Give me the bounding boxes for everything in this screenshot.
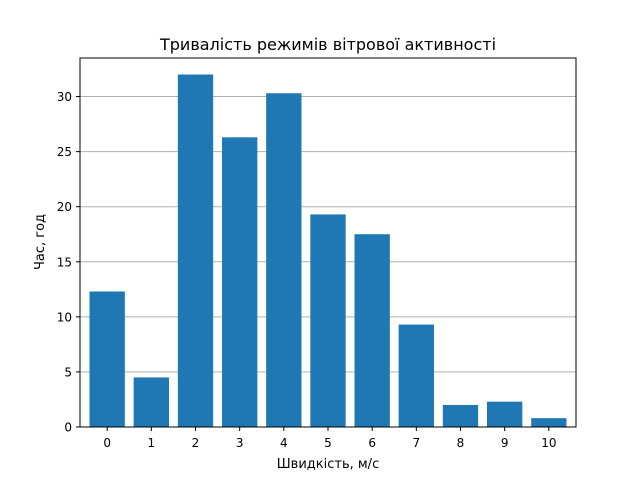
bar-1 <box>133 377 169 427</box>
chart-title: Тривалість режимів вітрової активності <box>159 35 496 54</box>
x-tick-label: 2 <box>192 436 200 450</box>
y-tick-label: 5 <box>64 365 72 379</box>
x-tick-label: 8 <box>457 436 465 450</box>
x-tick-label: 6 <box>368 436 376 450</box>
bar-6 <box>354 234 390 427</box>
bar-4 <box>266 93 302 427</box>
x-tick-label: 3 <box>236 436 244 450</box>
bars <box>89 74 567 427</box>
x-tick-label: 0 <box>103 436 111 450</box>
bar-2 <box>177 74 214 427</box>
bar-10 <box>531 418 567 427</box>
x-tick-label: 7 <box>413 436 421 450</box>
bar-8 <box>442 404 479 427</box>
bar-0 <box>89 291 125 427</box>
bar-3 <box>221 137 258 427</box>
x-tick-label: 9 <box>501 436 509 450</box>
x-tick-label: 10 <box>541 436 556 450</box>
y-tick-label: 20 <box>57 200 72 214</box>
x-tick-label: 4 <box>280 436 288 450</box>
bar-5 <box>310 214 346 427</box>
y-tick-label: 15 <box>57 255 72 269</box>
x-axis-label: Швидкість, м/с <box>277 457 379 472</box>
y-tick-label: 0 <box>64 421 72 435</box>
y-axis-label: Час, год <box>33 214 48 270</box>
axis-ticks: 0 5 10 15 20 25 30 0 1 2 3 4 5 6 7 8 9 10 <box>57 90 557 450</box>
bar-9 <box>487 401 523 427</box>
bar-7 <box>398 324 435 427</box>
x-tick-label: 1 <box>148 436 156 450</box>
x-tick-label: 5 <box>324 436 332 450</box>
y-tick-label: 25 <box>57 145 72 159</box>
y-tick-label: 10 <box>57 310 72 324</box>
y-tick-label: 30 <box>57 90 72 104</box>
